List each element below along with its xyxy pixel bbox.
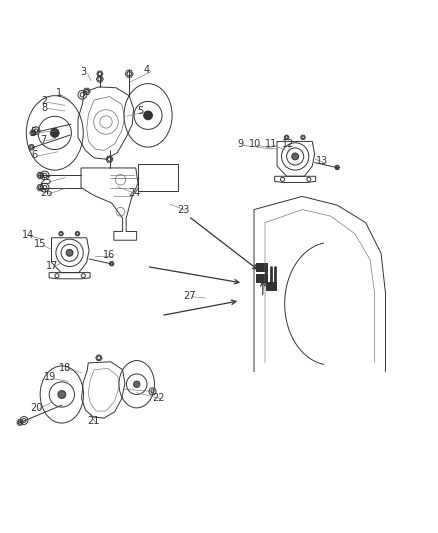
- Bar: [256, 274, 268, 283]
- Text: 7: 7: [40, 135, 46, 145]
- Text: 24: 24: [129, 188, 141, 198]
- Circle shape: [144, 111, 152, 120]
- Text: 6: 6: [31, 150, 37, 160]
- Bar: [266, 282, 277, 290]
- Text: 15: 15: [34, 239, 46, 249]
- Text: 22: 22: [152, 393, 165, 403]
- Circle shape: [58, 391, 66, 399]
- Text: 12: 12: [282, 139, 294, 149]
- Text: 18: 18: [59, 363, 71, 373]
- Circle shape: [66, 249, 73, 256]
- Text: 19: 19: [44, 373, 57, 382]
- Circle shape: [50, 128, 59, 138]
- Text: 17: 17: [46, 261, 58, 271]
- Text: 5: 5: [30, 127, 36, 137]
- Text: 8: 8: [42, 102, 48, 112]
- Text: 23: 23: [177, 205, 189, 215]
- Text: 13: 13: [316, 156, 328, 166]
- Bar: [256, 263, 268, 272]
- Text: 27: 27: [183, 291, 195, 301]
- Text: 11: 11: [265, 139, 278, 149]
- Text: 16: 16: [103, 249, 116, 260]
- Text: 2: 2: [42, 96, 48, 107]
- Text: 26: 26: [40, 188, 52, 198]
- Text: 21: 21: [87, 416, 99, 426]
- Text: 9: 9: [237, 139, 243, 149]
- Circle shape: [292, 153, 299, 160]
- Text: 5: 5: [137, 106, 143, 116]
- Text: 4: 4: [144, 65, 150, 75]
- Text: 10: 10: [249, 139, 261, 149]
- Text: 14: 14: [21, 230, 34, 239]
- Circle shape: [134, 381, 140, 387]
- Text: 20: 20: [30, 403, 42, 413]
- Text: 25: 25: [40, 176, 52, 186]
- Text: 3: 3: [80, 67, 86, 77]
- Text: 1: 1: [56, 88, 62, 99]
